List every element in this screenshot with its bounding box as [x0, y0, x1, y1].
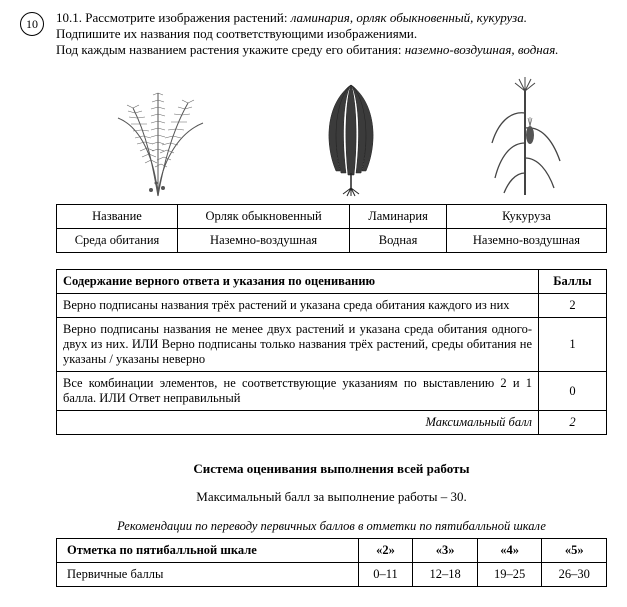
table-row: Отметка по пятибалльной шкале «2» «3» «4…: [57, 539, 607, 563]
scoring-max-line: Максимальный балл за выполнение работы –…: [56, 489, 607, 505]
prompt-line3-prefix: Под каждым названием растения укажите ср…: [56, 42, 405, 57]
answer-cell: Кукуруза: [446, 205, 606, 229]
criteria-header-score: Баллы: [539, 270, 607, 294]
table-row: Содержание верного ответа и указания по …: [57, 270, 607, 294]
criteria-desc: Верно подписаны названия трёх растений и…: [57, 294, 539, 318]
scale-cell: 26–30: [542, 563, 607, 587]
table-row: Первичные баллы 0–11 12–18 19–25 26–30: [57, 563, 607, 587]
prompt-line1-prefix: 10.1. Рассмотрите изображения растений:: [56, 10, 291, 25]
answer-cell: Ламинария: [350, 205, 447, 229]
prompt-block: 10.1. Рассмотрите изображения растений: …: [56, 10, 607, 58]
criteria-table: Содержание верного ответа и указания по …: [56, 269, 607, 435]
scoring-title: Система оценивания выполнения всей работ…: [56, 461, 607, 477]
scale-header: «2»: [358, 539, 413, 563]
scale-cell: 19–25: [477, 563, 542, 587]
scale-cell: Первичные баллы: [57, 563, 359, 587]
criteria-desc: Все комбинации элементов, не соответству…: [57, 372, 539, 411]
scale-cell: 0–11: [358, 563, 413, 587]
table-row: Все комбинации элементов, не соответству…: [57, 372, 607, 411]
question-number-badge: 10: [20, 12, 44, 36]
criteria-header-desc: Содержание верного ответа и указания по …: [57, 270, 539, 294]
answer-table: Название Орляк обыкновенный Ламинария Ку…: [56, 204, 607, 253]
plant-images-row: [56, 68, 607, 198]
criteria-score: 1: [539, 318, 607, 372]
table-row: Максимальный балл 2: [57, 411, 607, 435]
answer-cell: Орляк обыкновенный: [178, 205, 350, 229]
plant-image-fern: [93, 78, 223, 198]
table-row: Название Орляк обыкновенный Ламинария Ку…: [57, 205, 607, 229]
criteria-desc: Верно подписаны названия не менее двух р…: [57, 318, 539, 372]
plant-image-kelp: [296, 73, 406, 198]
scale-cell: 12–18: [413, 563, 478, 587]
table-row: Среда обитания Наземно-воздушная Водная …: [57, 229, 607, 253]
answer-cell: Название: [57, 205, 178, 229]
scale-header: Отметка по пятибалльной шкале: [57, 539, 359, 563]
prompt-line1-em: ламинария, орляк обыкновенный, кукуруза.: [291, 10, 527, 25]
scoring-reco: Рекомендации по переводу первичных балло…: [56, 519, 607, 534]
scale-header: «4»: [477, 539, 542, 563]
table-row: Верно подписаны названия не менее двух р…: [57, 318, 607, 372]
prompt-line3-em: наземно-воздушная, водная.: [405, 42, 559, 57]
answer-cell: Наземно-воздушная: [446, 229, 606, 253]
criteria-score: 0: [539, 372, 607, 411]
scale-table: Отметка по пятибалльной шкале «2» «3» «4…: [56, 538, 607, 587]
scale-header: «3»: [413, 539, 478, 563]
answer-cell: Наземно-воздушная: [178, 229, 350, 253]
prompt-line2: Подпишите их названия под соответствующи…: [56, 26, 417, 41]
scale-header: «5»: [542, 539, 607, 563]
criteria-max-score: 2: [539, 411, 607, 435]
table-row: Верно подписаны названия трёх растений и…: [57, 294, 607, 318]
answer-cell: Водная: [350, 229, 447, 253]
criteria-max-label: Максимальный балл: [57, 411, 539, 435]
criteria-score: 2: [539, 294, 607, 318]
plant-image-corn: [480, 73, 570, 198]
answer-cell: Среда обитания: [57, 229, 178, 253]
